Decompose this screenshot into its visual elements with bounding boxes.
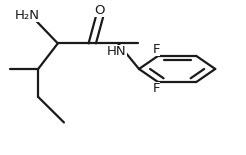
Text: H₂N: H₂N — [15, 9, 40, 22]
Text: F: F — [152, 82, 160, 95]
Text: O: O — [94, 4, 105, 17]
Text: F: F — [152, 43, 160, 56]
Text: HN: HN — [107, 45, 127, 58]
